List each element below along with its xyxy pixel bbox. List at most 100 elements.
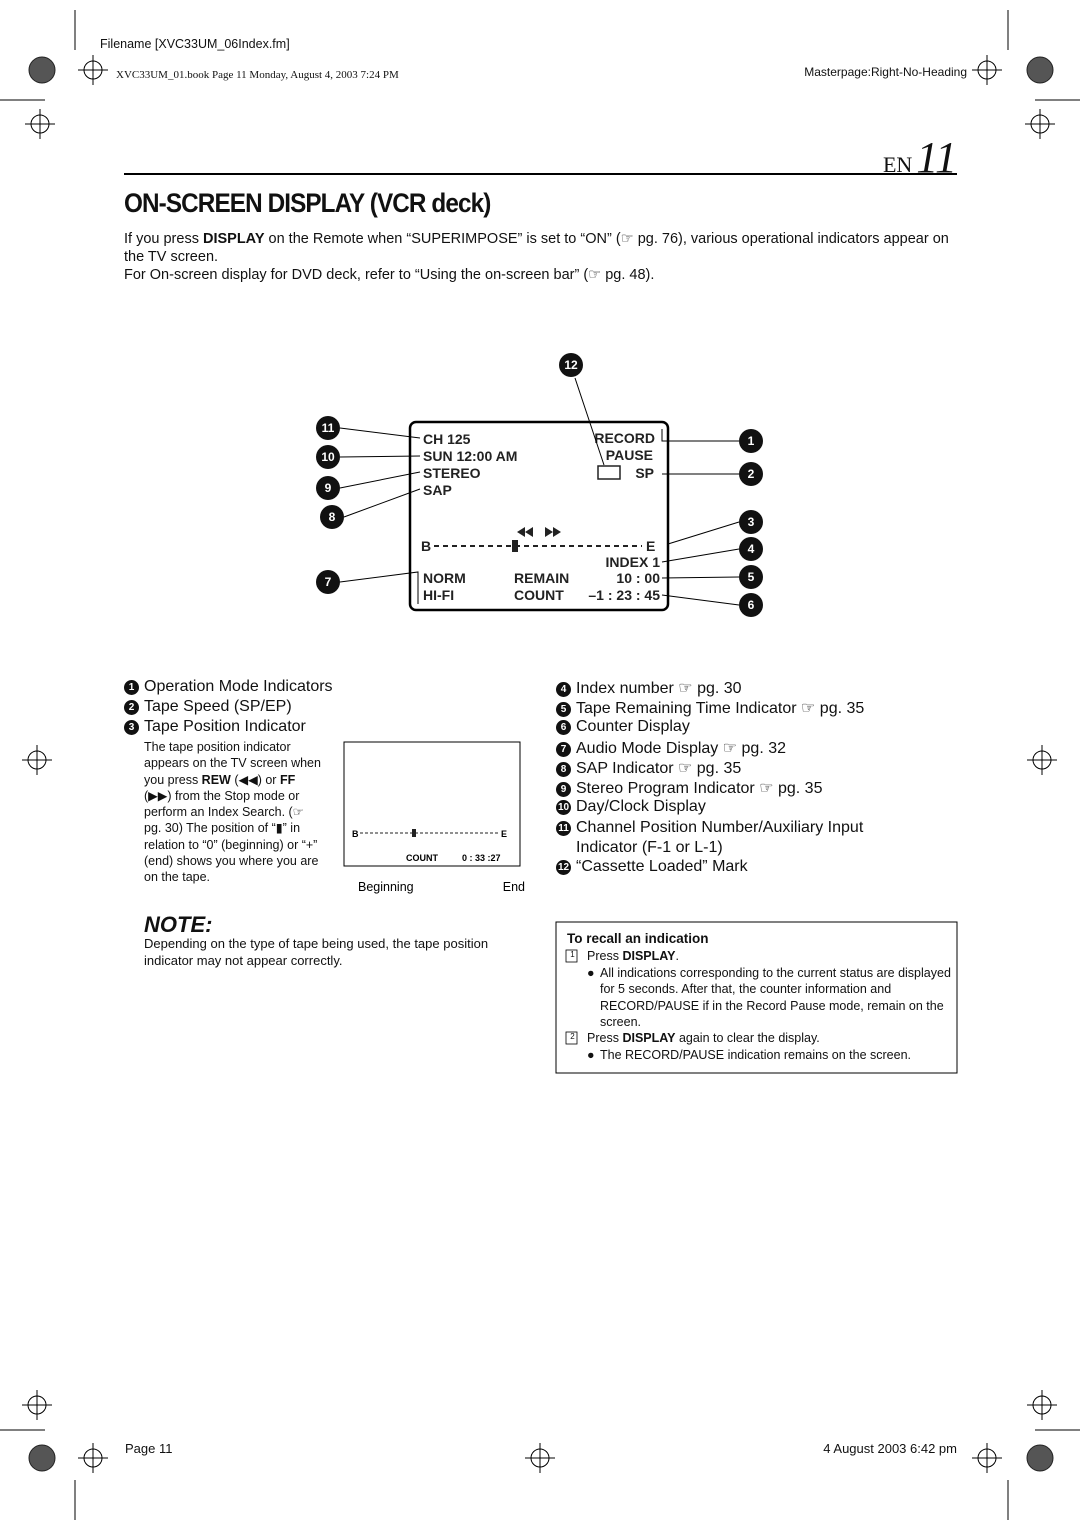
bullet: ●: [587, 966, 595, 980]
callout-badge: [739, 462, 763, 486]
intro: If you press DISPLAY on the Remote when …: [124, 230, 959, 284]
book-info: XVC33UM_01.book Page 11 Monday, August 4…: [116, 69, 399, 81]
screen-count-time: –1 : 23 : 45: [588, 587, 660, 603]
callout-number: 3: [748, 515, 755, 529]
cassette-icon: [597, 465, 621, 480]
legend-number: 4: [556, 682, 571, 697]
sunburst-marks: [28, 56, 1054, 1472]
legend-text: Operation Mode Indicators: [144, 678, 333, 695]
callout-number: 12: [564, 358, 578, 372]
legend-text: Counter Display: [576, 718, 690, 735]
footer-date: 4 August 2003 6:42 pm: [823, 1441, 957, 1456]
legend-number: 3: [124, 720, 139, 735]
legend-text: Stereo Program Indicator ☞ pg. 35: [576, 780, 823, 797]
button-name: DISPLAY: [622, 949, 676, 963]
legend-item: 2 Tape Speed (SP/EP): [124, 698, 292, 716]
screen-pause: PAUSE: [606, 447, 653, 463]
legend-item: 3 Tape Position Indicator: [124, 718, 306, 736]
step-number: 1: [570, 950, 575, 959]
note-text: Depending on the type of tape being used…: [144, 936, 489, 968]
legend-text: Tape Position Indicator: [144, 718, 306, 735]
note-title: NOTE:: [144, 912, 213, 937]
step-text: Press DISPLAY.: [587, 949, 679, 963]
step-text: Press DISPLAY again to clear the display…: [587, 1031, 820, 1045]
tape-screen: [343, 741, 521, 867]
callout-number: 7: [325, 575, 332, 589]
callout-badge: [739, 429, 763, 453]
callout-number: 2: [748, 467, 755, 481]
legend-number: 1: [124, 680, 139, 695]
callout-badge: [316, 416, 340, 440]
intro-paragraph: For On-screen display for DVD deck, refe…: [124, 267, 655, 283]
screen-remain-time: 10 : 00: [616, 570, 660, 586]
tape-begin: B: [352, 829, 359, 839]
legend-item: 11 Channel Position Number/Auxiliary Inpu…: [556, 818, 926, 858]
text: (◀◀) or: [230, 772, 280, 787]
recall-title: To recall an indication: [567, 931, 709, 946]
text: The tape position indicator appears on t…: [144, 740, 321, 787]
legend-number: 2: [124, 700, 139, 715]
legend-number: 5: [556, 702, 571, 717]
callout-badge: [739, 510, 763, 534]
legend-item: 10 Day/Clock Display: [556, 798, 706, 816]
screen-diagram: CH 125 SUN 12:00 AM STEREO SAP RECORD PA…: [316, 353, 763, 617]
legend-number: 11: [556, 821, 571, 836]
screen-remain: REMAIN: [514, 570, 569, 586]
button-name: FF: [279, 772, 296, 787]
text: on the Remote when “SUPERIMPOSE” is set …: [124, 231, 949, 265]
legend-text: Tape Remaining Time Indicator ☞ pg. 35: [576, 700, 865, 717]
page-label: EN 11: [883, 132, 957, 183]
text: Press: [587, 1031, 623, 1045]
legend-item: 1 Operation Mode Indicators: [124, 678, 333, 696]
legend-number: 7: [556, 742, 571, 757]
callout-number: 9: [325, 481, 332, 495]
callout-number: 10: [321, 450, 335, 464]
legend-text: Tape Speed (SP/EP): [144, 698, 292, 715]
step-boxes: [565, 949, 578, 1045]
text: again to clear the display.: [675, 1031, 820, 1045]
callout-number: 4: [748, 542, 755, 556]
legend-item: 4 Index number ☞ pg. 30: [556, 678, 742, 698]
callout-badge: [739, 537, 763, 561]
legend-number: 8: [556, 762, 571, 777]
callout-number: 8: [329, 510, 336, 524]
tape-description: The tape position indicator appears on t…: [144, 739, 322, 886]
title: ON-SCREEN DISPLAY (VCR deck): [124, 188, 491, 218]
text: The RECORD/PAUSE indication remains on t…: [600, 1048, 912, 1062]
page-number: 11: [916, 133, 957, 182]
legend-number: 6: [556, 720, 571, 735]
screen-begin: B: [421, 538, 431, 554]
screen-record: RECORD: [594, 430, 655, 446]
screen-stereo: STEREO: [423, 465, 481, 481]
callout-badge: [739, 593, 763, 617]
legend-text: Channel Position Number/Auxiliary Input …: [576, 819, 864, 856]
screen-channel: CH 125: [423, 431, 471, 447]
masterpage: Masterpage:Right-No-Heading: [804, 65, 967, 79]
button-name: DISPLAY: [622, 1031, 676, 1045]
screen-end: E: [646, 538, 655, 554]
legend-item: 8 SAP Indicator ☞ pg. 35: [556, 758, 741, 778]
screen-clock: SUN 12:00 AM: [423, 448, 517, 464]
screen-speed: SP: [635, 465, 654, 481]
callout-badge: [320, 505, 344, 529]
legend-text: “Cassette Loaded” Mark: [576, 858, 748, 875]
legend-text: Audio Mode Display ☞ pg. 32: [576, 740, 787, 757]
leader-lines: [339, 377, 740, 606]
callout-badge: [739, 565, 763, 589]
text: All indications corresponding to the cur…: [600, 966, 951, 1029]
callout-number: 5: [748, 570, 755, 584]
tape-count-time: 0 : 33 :27: [462, 853, 501, 863]
button-name: DISPLAY: [202, 231, 265, 247]
footer-page: Page 11: [125, 1441, 173, 1456]
beginning-label: Beginning: [358, 880, 414, 894]
screen-hifi: HI-FI: [423, 587, 454, 603]
tape-end: E: [501, 829, 507, 839]
intro-paragraph: If you press DISPLAY on the Remote when …: [124, 230, 959, 266]
screen-sap: SAP: [423, 482, 452, 498]
callouts: 1 2 3 4 5 6 7 8 9 10 11 12: [316, 353, 763, 617]
callout-badge: [316, 445, 340, 469]
callout-badge: [559, 353, 583, 377]
text: If you press: [124, 231, 203, 247]
step-bullet: ● All indications corresponding to the cu…: [587, 965, 960, 1030]
